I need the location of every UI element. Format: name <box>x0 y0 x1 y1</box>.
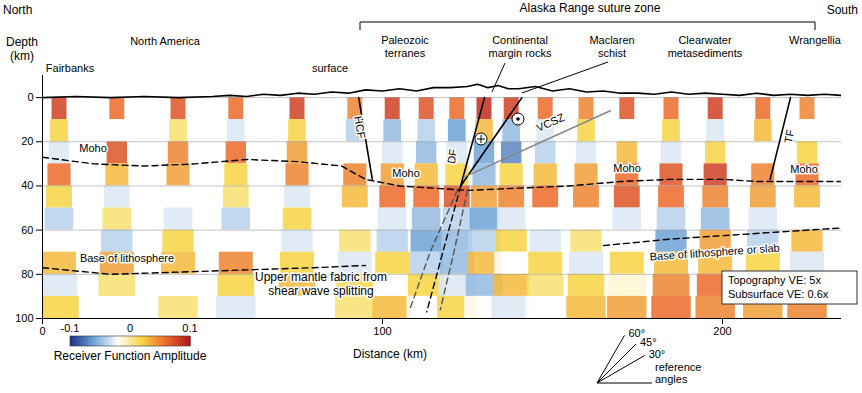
svg-text:HCF: HCF <box>352 115 368 140</box>
svg-text:Subsurface VE: 0.6x: Subsurface VE: 0.6x <box>728 288 829 300</box>
svg-text:60: 60 <box>21 224 33 236</box>
svg-text:referenceangles: referenceangles <box>655 361 701 385</box>
svg-text:Receiver Function Amplitude: Receiver Function Amplitude <box>54 349 207 363</box>
svg-text:0.1: 0.1 <box>182 322 197 334</box>
svg-text:Clearwatermetasediments: Clearwatermetasediments <box>668 34 743 59</box>
svg-text:0: 0 <box>127 322 133 334</box>
svg-text:100: 100 <box>373 325 391 337</box>
svg-text:Topography VE: 5x: Topography VE: 5x <box>728 274 821 286</box>
svg-text:Alaska Range suture zone: Alaska Range suture zone <box>520 1 661 15</box>
svg-text:Paleozoicterranes: Paleozoicterranes <box>381 34 429 59</box>
svg-text:Continentalmargin rocks: Continentalmargin rocks <box>489 34 552 59</box>
svg-text:40: 40 <box>21 179 33 191</box>
svg-text:surface: surface <box>312 62 348 74</box>
svg-text:DF: DF <box>445 148 459 165</box>
svg-text:Fairbanks: Fairbanks <box>46 62 95 74</box>
svg-text:Moho: Moho <box>790 163 818 175</box>
svg-text:Depth(km): Depth(km) <box>6 35 38 63</box>
svg-text:80: 80 <box>21 268 33 280</box>
svg-text:Upper mantle fabric fromshear: Upper mantle fabric fromshear wave split… <box>255 270 387 298</box>
svg-text:Maclarenschist: Maclarenschist <box>589 34 634 59</box>
svg-text:Base of lithosphere or slab: Base of lithosphere or slab <box>649 241 780 262</box>
svg-text:TF: TF <box>782 128 796 144</box>
svg-text:Base of lithosphere: Base of lithosphere <box>80 252 174 264</box>
svg-text:0: 0 <box>27 91 33 103</box>
svg-text:200: 200 <box>713 325 731 337</box>
svg-text:100: 100 <box>15 312 33 324</box>
svg-text:North: North <box>3 3 32 17</box>
svg-text:0: 0 <box>39 325 45 337</box>
svg-text:Wrangellia: Wrangellia <box>789 34 842 46</box>
svg-text:45°: 45° <box>640 336 657 348</box>
svg-text:60°: 60° <box>628 327 646 340</box>
svg-text:-0.1: -0.1 <box>61 322 80 334</box>
svg-text:Distance (km): Distance (km) <box>353 347 427 361</box>
svg-text:Moho: Moho <box>613 162 641 174</box>
svg-text:20: 20 <box>21 135 33 147</box>
svg-text:Moho: Moho <box>79 142 107 154</box>
svg-text:South: South <box>827 3 858 17</box>
svg-text:VCSZ: VCSZ <box>535 111 567 134</box>
svg-text:Moho: Moho <box>392 167 420 179</box>
svg-text:North America: North America <box>130 35 201 47</box>
svg-text:30°: 30° <box>649 348 666 360</box>
